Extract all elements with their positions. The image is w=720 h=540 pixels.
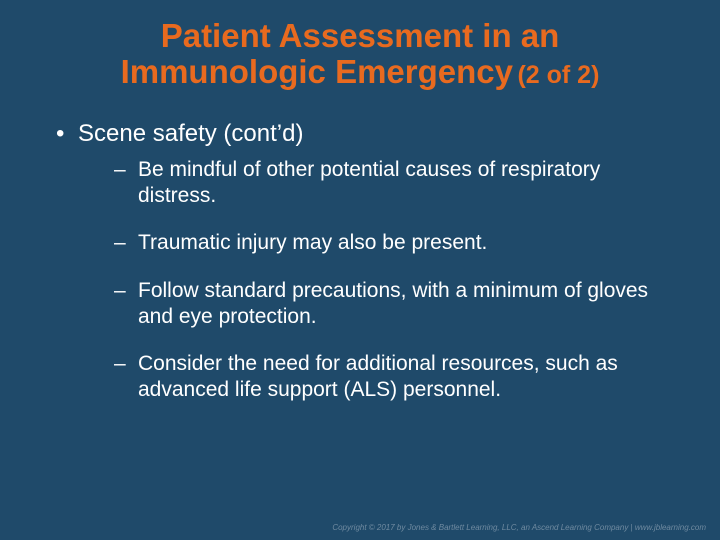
bullet-level2-item: Follow standard precautions, with a mini… <box>114 278 664 329</box>
bullet-level1-text: Scene safety (cont’d) <box>78 120 303 147</box>
title-line2-main: Immunologic Emergency <box>121 53 513 90</box>
slide-title: Patient Assessment in an Immunologic Eme… <box>0 0 720 95</box>
bullet-level2-item: Traumatic injury may also be present. <box>114 230 664 256</box>
bullet-level2-item: Be mindful of other potential causes of … <box>114 157 664 208</box>
bullet-level2-list: Be mindful of other potential causes of … <box>78 157 664 402</box>
bullet-level1: Scene safety (cont’d) Be mindful of othe… <box>56 119 664 402</box>
slide-body: Scene safety (cont’d) Be mindful of othe… <box>0 95 720 402</box>
title-line2-sub: (2 of 2) <box>517 61 599 89</box>
bullet-level2-item: Consider the need for additional resourc… <box>114 351 664 402</box>
slide: Patient Assessment in an Immunologic Eme… <box>0 0 720 540</box>
copyright-footer: Copyright © 2017 by Jones & Bartlett Lea… <box>332 523 706 532</box>
title-line1: Patient Assessment in an <box>161 17 560 54</box>
